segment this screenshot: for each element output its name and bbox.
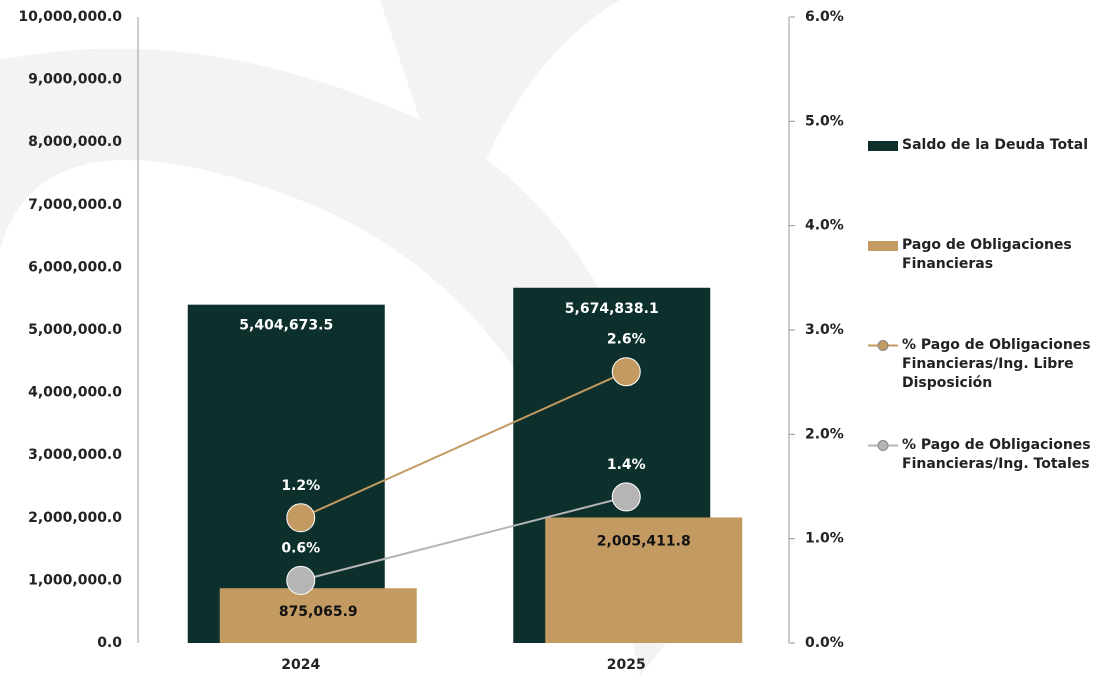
bar: [545, 517, 743, 643]
data-label: 2,005,411.8: [597, 533, 691, 549]
data-label: 1.4%: [607, 457, 646, 473]
data-label: 875,065.9: [279, 604, 358, 620]
legend-item: Pago de Obligaciones Financieras: [868, 236, 1098, 274]
line: [300, 370, 627, 519]
x-tick-label: 2025: [607, 657, 646, 673]
y-tick-label: 0.0: [97, 635, 122, 651]
marker: [611, 357, 641, 387]
data-label: 1.2%: [281, 478, 320, 494]
marker: [286, 503, 316, 533]
y2-tick-label: 1.0%: [805, 531, 844, 547]
y-tick-label: 6,000,000.0: [28, 259, 122, 275]
y-tick-label: 5,000,000.0: [28, 322, 122, 338]
y-tick-label: 2,000,000.0: [28, 510, 122, 526]
y-tick-label: 7,000,000.0: [28, 197, 122, 213]
data-label: 5,674,838.1: [565, 301, 659, 317]
legend-label: % Pago de Obligaciones Financieras/Ing. …: [902, 337, 1091, 391]
legend-item: Saldo de la Deuda Total: [868, 136, 1098, 155]
y-tick-label: 3,000,000.0: [28, 447, 122, 463]
legend-swatch: [868, 236, 898, 255]
data-label: 2.6%: [607, 332, 646, 348]
legend-swatch: [868, 436, 898, 455]
legend-label: Pago de Obligaciones Financieras: [902, 237, 1072, 272]
legend-item: % Pago de Obligaciones Financieras/Ing. …: [868, 336, 1098, 393]
legend-label: Saldo de la Deuda Total: [902, 137, 1089, 153]
legend-swatch: [868, 136, 898, 155]
marker: [611, 482, 641, 512]
y-tick-label: 1,000,000.0: [28, 572, 122, 588]
y2-tick-label: 0.0%: [805, 635, 844, 651]
x-tick-label: 2024: [281, 657, 320, 673]
y2-tick-label: 6.0%: [805, 9, 844, 25]
background-shape: [0, 48, 700, 676]
y-tick-label: 9,000,000.0: [28, 72, 122, 88]
line: [300, 495, 627, 582]
data-label: 5,404,673.5: [239, 318, 333, 334]
y2-tick-label: 3.0%: [805, 322, 844, 338]
bar: [187, 304, 385, 643]
y2-tick-label: 2.0%: [805, 426, 844, 442]
data-label: 0.6%: [281, 540, 320, 556]
y2-tick-label: 5.0%: [805, 113, 844, 129]
y-tick-label: 8,000,000.0: [28, 134, 122, 150]
background-shape: [380, 0, 620, 200]
bar: [219, 588, 417, 643]
y-tick-label: 10,000,000.0: [18, 9, 122, 25]
marker: [286, 565, 316, 595]
legend-item: % Pago de Obligaciones Financieras/Ing. …: [868, 436, 1098, 474]
y2-tick-label: 4.0%: [805, 218, 844, 234]
legend-label: % Pago de Obligaciones Financieras/Ing. …: [902, 437, 1091, 472]
y-tick-label: 4,000,000.0: [28, 385, 122, 401]
legend-swatch: [868, 336, 898, 355]
